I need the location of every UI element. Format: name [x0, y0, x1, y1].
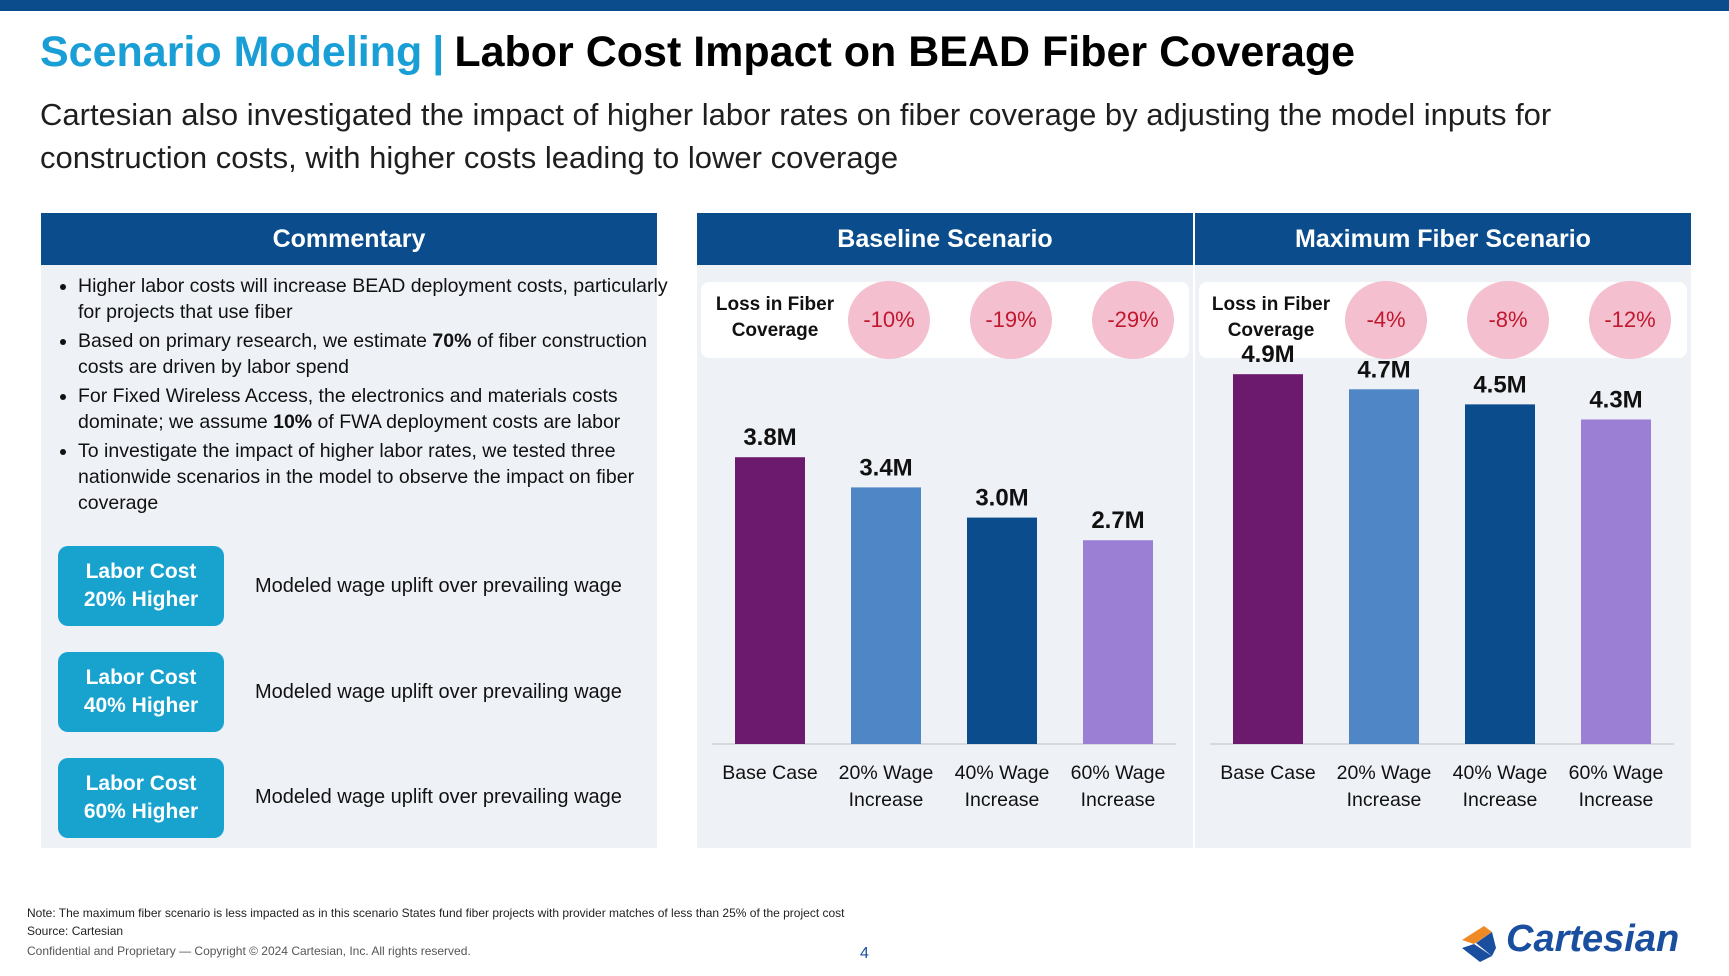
cartesian-logo-text: Cartesian: [1506, 918, 1680, 960]
page-number: 4: [860, 945, 869, 962]
bar-value-label: 3.8M: [743, 424, 796, 451]
bar-value-label: 4.7M: [1357, 356, 1410, 383]
max-fiber-loss-20: -4%: [1345, 281, 1427, 359]
bar-value-label: 4.9M: [1241, 341, 1294, 368]
bullet-2-text: Based on primary research, we estimate 7…: [78, 330, 648, 378]
footer-note: Note: The maximum fiber scenario is less…: [27, 906, 845, 920]
bar-max-fiber-3: [1581, 419, 1651, 744]
category-label: Base Case: [722, 762, 817, 784]
max-fiber-loss-60: -12%: [1589, 281, 1671, 359]
baseline-header: Baseline Scenario: [697, 213, 1193, 265]
category-label: 40% Wage Increase: [955, 762, 1050, 811]
bar-value-label: 4.3M: [1589, 386, 1642, 413]
labor-cost-60-desc: Modeled wage uplift over prevailing wage: [255, 786, 622, 808]
bar-max-fiber-0: [1233, 374, 1303, 744]
footer-source: Source: Cartesian: [27, 924, 124, 938]
category-label: 60% Wage Increase: [1569, 762, 1664, 811]
category-label: 20% Wage Increase: [1337, 762, 1432, 811]
bar-value-label: 2.7M: [1091, 507, 1144, 534]
title-main: Labor Cost Impact on BEAD Fiber Coverage: [454, 28, 1356, 76]
category-label: 40% Wage Increase: [1453, 762, 1548, 811]
max-fiber-loss-label: Loss in Fiber Coverage: [1211, 294, 1331, 341]
labor-cost-20-badge: Labor Cost 20% Higher: [58, 546, 224, 626]
title-section: Scenario Modeling: [40, 28, 423, 76]
labor-cost-60-badge: Labor Cost 60% Higher: [58, 758, 224, 838]
bar-baseline-1: [851, 487, 921, 744]
bullet-3-text: For Fixed Wireless Access, the electroni…: [78, 385, 621, 433]
bar-baseline-2: [967, 517, 1037, 744]
commentary-bullet: Higher labor costs will increase BEAD de…: [78, 273, 688, 325]
bar-baseline-3: [1083, 540, 1153, 744]
cartesian-logo-icon: [1462, 926, 1496, 962]
page-title: Scenario Modeling | Labor Cost Impact on B…: [40, 28, 1355, 77]
labor-cost-20-desc: Modeled wage uplift over prevailing wage: [255, 575, 622, 597]
page-subtitle: Cartesian also investigated the impact o…: [40, 97, 1552, 175]
baseline-loss-label: Loss in Fiber Coverage: [715, 294, 835, 341]
bar-max-fiber-1: [1349, 389, 1419, 744]
top-accent-bar: [0, 0, 1729, 11]
bar-baseline-0: [735, 457, 805, 744]
commentary-bullet: Based on primary research, we estimate 7…: [78, 328, 688, 380]
baseline-loss-60: -29%: [1092, 281, 1174, 359]
title-separator: |: [432, 28, 445, 76]
labor-cost-40-desc: Modeled wage uplift over prevailing wage: [255, 681, 622, 703]
bar-value-label: 3.0M: [975, 485, 1028, 512]
category-label: Base Case: [1220, 762, 1315, 784]
max-fiber-loss-40: -8%: [1467, 281, 1549, 359]
baseline-loss-20: -10%: [848, 281, 930, 359]
bar-max-fiber-2: [1465, 404, 1535, 744]
bar-value-label: 4.5M: [1473, 371, 1526, 398]
commentary-bullet: To investigate the impact of higher labo…: [78, 438, 688, 516]
max-fiber-header: Maximum Fiber Scenario: [1195, 213, 1691, 265]
commentary-bullets: Higher labor costs will increase BEAD de…: [42, 273, 688, 519]
footer-confidential: Confidential and Proprietary — Copyright…: [27, 944, 471, 958]
category-label: 60% Wage Increase: [1071, 762, 1166, 811]
commentary-bullet: For Fixed Wireless Access, the electroni…: [78, 383, 688, 435]
category-label: 20% Wage Increase: [839, 762, 934, 811]
labor-cost-40-badge: Labor Cost 40% Higher: [58, 652, 224, 732]
commentary-header: Commentary: [41, 213, 657, 265]
baseline-loss-40: -19%: [970, 281, 1052, 359]
bar-value-label: 3.4M: [859, 454, 912, 481]
